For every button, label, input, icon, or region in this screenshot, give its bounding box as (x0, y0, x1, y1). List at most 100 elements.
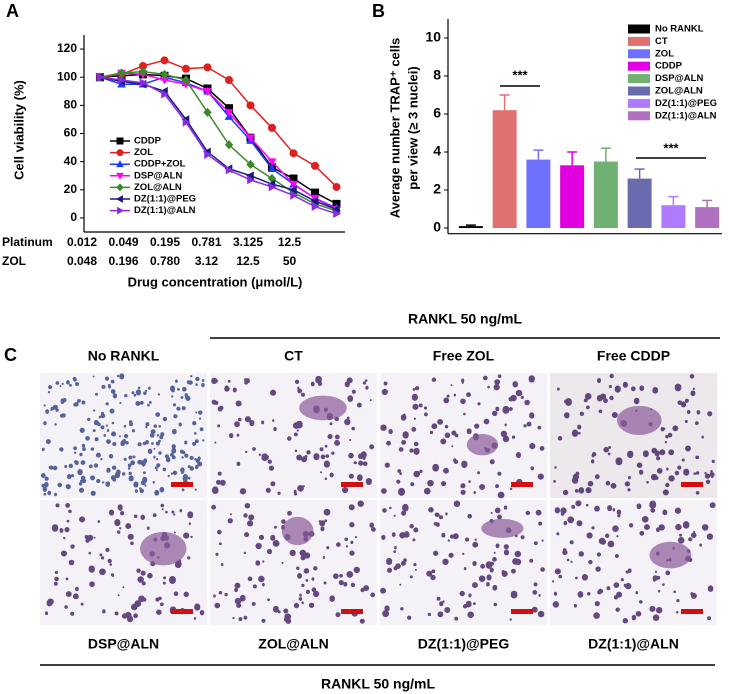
column-title: ZOL@ALN (258, 636, 328, 652)
legend-label: CDDP (655, 61, 683, 72)
legend-swatch (628, 61, 650, 71)
cells (380, 500, 545, 621)
data-point (289, 180, 298, 189)
y-tick-label: 6 (433, 105, 441, 121)
legend-label: DZ(1:1)@PEG (134, 194, 196, 205)
legend-swatch (628, 74, 650, 84)
scale-bar (511, 482, 533, 487)
legend-label: ZOL (134, 147, 153, 158)
data-point (117, 68, 126, 78)
cells (552, 500, 716, 624)
x-tick-label: 50 (283, 254, 297, 268)
data-point (203, 63, 212, 72)
micrograph (40, 373, 207, 498)
cells (380, 374, 545, 499)
data-point (333, 209, 342, 219)
legend-label: ZOL@ALN (134, 182, 182, 193)
bar (458, 226, 483, 228)
scale-bar (681, 609, 703, 614)
data-point (290, 191, 299, 200)
data-point (267, 158, 277, 167)
data-point (246, 134, 255, 143)
osteoclast (649, 541, 692, 569)
legend-swatch (628, 24, 650, 34)
bar (661, 205, 686, 228)
column-title: DSP@ALN (88, 636, 159, 652)
y-tick-label: 60 (64, 126, 78, 140)
legend-swatch (628, 36, 650, 46)
scale-bar (171, 482, 193, 487)
data-point (203, 107, 212, 117)
y-axis-title: per view (≥ 3 nuclei) (405, 66, 420, 189)
y-tick-label: 20 (64, 182, 78, 196)
heading: RANKL 50 ng/mL (408, 311, 523, 327)
data-point (224, 140, 234, 150)
y-tick-label: 8 (433, 67, 441, 83)
data-point (139, 78, 148, 88)
y-tick-label: 10 (425, 29, 441, 45)
data-point (225, 165, 234, 175)
column-title: DZ(1:1)@PEG (418, 636, 510, 652)
heading: RANKL 50 ng/mL (321, 676, 436, 692)
data-point (268, 182, 277, 192)
x-tick-label: 0.049 (108, 235, 138, 249)
significance: *** (512, 67, 528, 82)
data-point (267, 164, 277, 172)
bar (593, 161, 618, 228)
scale-bar (171, 609, 193, 614)
data-point (289, 149, 298, 158)
x-tick-label: 0.012 (67, 235, 97, 249)
x-tick-label: 0.048 (67, 254, 97, 268)
legend-label: CDDP+ZOL (134, 159, 186, 170)
osteoclast (299, 395, 347, 421)
data-point (225, 76, 233, 85)
y-tick-label: 0 (70, 210, 77, 224)
panel-label: B (372, 1, 385, 21)
data-point (203, 87, 212, 96)
data-point (96, 72, 105, 82)
y-tick-label: 100 (57, 69, 77, 83)
bar (627, 178, 652, 228)
column-title: DZ(1:1)@ALN (588, 636, 679, 652)
data-point (247, 175, 256, 185)
column-title: Free ZOL (433, 348, 495, 364)
column-title: CT (284, 348, 303, 364)
osteoclast (466, 434, 499, 456)
data-point (288, 185, 297, 195)
legend-label: CT (655, 36, 668, 47)
osteoclast (481, 518, 524, 538)
x-tick-label: 3.125 (233, 235, 263, 249)
legend-label: CDDP (134, 136, 162, 147)
data-point (311, 161, 319, 170)
legend-label: ZOL (655, 48, 674, 59)
x-axis-title: Drug concentration (μmol/L) (128, 274, 303, 289)
y-tick-label: 2 (433, 181, 441, 197)
y-tick-label: 40 (64, 154, 78, 168)
series-line (99, 76, 337, 215)
bar (560, 165, 585, 228)
data-point (311, 202, 320, 212)
scale-bar (341, 482, 363, 487)
legend-swatch (628, 111, 650, 121)
legend-swatch (628, 98, 650, 108)
panel-label: A (6, 1, 19, 21)
legend-label: DZ(1:1)@PEG (655, 98, 717, 109)
data-point (182, 64, 190, 73)
legend-label: No RANKL (655, 24, 704, 35)
legend-marker (116, 137, 124, 145)
legend-label: DSP@ALN (134, 170, 182, 181)
legend-marker (116, 172, 124, 180)
data-point (332, 182, 341, 191)
data-point (118, 75, 127, 85)
data-point (160, 69, 169, 79)
y-tick-label: 0 (433, 219, 441, 235)
data-point (182, 117, 191, 127)
legend-label: DSP@ALN (655, 73, 703, 84)
legend-label: ZOL@ALN (655, 86, 703, 97)
legend-label: DZ(1:1)@ALN (655, 110, 717, 121)
data-point (246, 159, 255, 170)
legend-swatch (628, 86, 650, 96)
scale-bar (341, 609, 363, 614)
data-point (160, 56, 169, 65)
bar (526, 159, 551, 228)
